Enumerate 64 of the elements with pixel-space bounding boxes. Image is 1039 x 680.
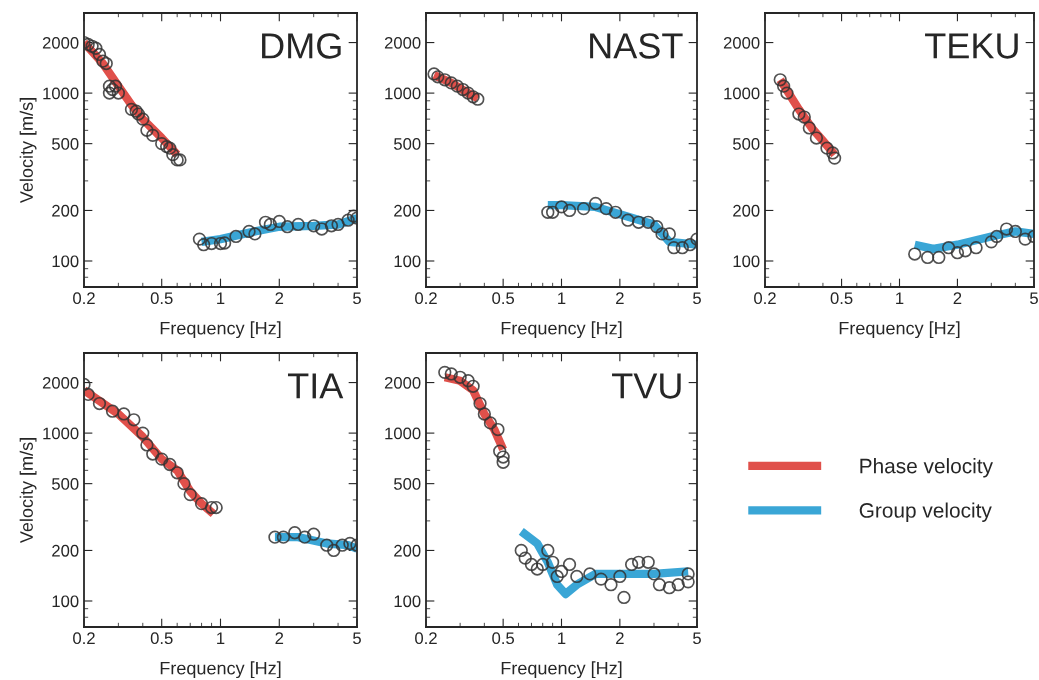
y-tick-label: 500: [733, 138, 760, 150]
y-tick-label: 100: [733, 255, 760, 268]
y-tick-label: 200: [52, 544, 79, 557]
legend-label: Group velocity: [859, 502, 992, 522]
y-tick-label: 100: [52, 595, 79, 608]
x-tick-label: 2: [616, 292, 624, 304]
y-tick-label: 200: [733, 204, 760, 217]
y-tick-label: 1000: [43, 87, 79, 100]
chart-title: TVU: [612, 373, 681, 399]
x-tick-label: 1: [217, 632, 225, 644]
x-tick-label: 0.5: [830, 292, 853, 305]
x-tick-label: 5: [693, 632, 701, 645]
y-tick-label: 100: [52, 255, 79, 268]
y-axis-title: Velocity [m/s]: [19, 438, 37, 544]
y-tick-label: 200: [394, 544, 421, 557]
y-tick-label: 100: [394, 595, 421, 608]
y-tick-label: 1000: [43, 427, 79, 440]
y-tick-label: 1000: [724, 87, 760, 100]
x-tick-label: 2: [275, 292, 284, 304]
x-axis-title: Frequency [Hz]: [839, 321, 960, 339]
y-tick-label: 500: [52, 138, 79, 150]
x-tick-label: 0.2: [73, 292, 95, 305]
y-tick-label: 200: [394, 204, 421, 217]
y-tick-label: 500: [394, 138, 421, 150]
y-tick-label: 2000: [723, 36, 760, 49]
y-axis-title: Velocity [m/s]: [19, 98, 37, 204]
legend-label: Phase velocity: [860, 458, 993, 478]
x-tick-label: 0.5: [492, 632, 515, 645]
y-tick-label: 2000: [384, 36, 421, 49]
x-axis-title: Frequency [Hz]: [160, 661, 281, 679]
x-tick-label: 0.5: [492, 292, 515, 305]
x-tick-label: 1: [217, 292, 225, 304]
x-tick-label: 2: [275, 632, 284, 644]
y-tick-label: 2000: [42, 376, 79, 389]
x-tick-label: 0.2: [415, 292, 437, 305]
y-tick-label: 200: [52, 204, 79, 217]
x-tick-label: 2: [953, 292, 962, 304]
x-tick-label: 5: [353, 292, 361, 305]
x-axis-title: Frequency [Hz]: [501, 321, 622, 339]
chart-title: DMG: [262, 33, 341, 59]
x-tick-label: 0.2: [415, 632, 437, 645]
x-tick-label: 0.5: [150, 632, 173, 645]
y-tick-label: 2000: [384, 376, 421, 389]
x-tick-label: 1: [558, 632, 566, 644]
chart-title: TEKU: [925, 33, 1018, 59]
x-tick-label: 0.2: [73, 632, 95, 645]
x-tick-label: 1: [896, 292, 904, 304]
x-axis-title: Frequency [Hz]: [501, 661, 622, 679]
y-tick-label: 1000: [385, 87, 421, 100]
x-tick-label: 5: [1030, 292, 1038, 305]
x-tick-label: 0.5: [150, 292, 173, 305]
x-tick-label: 1: [558, 292, 566, 304]
x-tick-label: 2: [616, 632, 624, 644]
y-tick-label: 500: [52, 478, 79, 490]
x-tick-label: 0.2: [754, 292, 776, 305]
y-tick-label: 100: [394, 255, 421, 268]
chart-title: NAST: [590, 33, 683, 59]
x-tick-label: 5: [353, 632, 361, 645]
x-axis-title: Frequency [Hz]: [160, 321, 281, 339]
y-tick-label: 1000: [385, 427, 421, 440]
y-tick-label: 2000: [42, 36, 79, 49]
x-tick-label: 5: [693, 292, 701, 305]
y-tick-label: 500: [394, 478, 421, 490]
chart-title: TIA: [287, 373, 344, 399]
